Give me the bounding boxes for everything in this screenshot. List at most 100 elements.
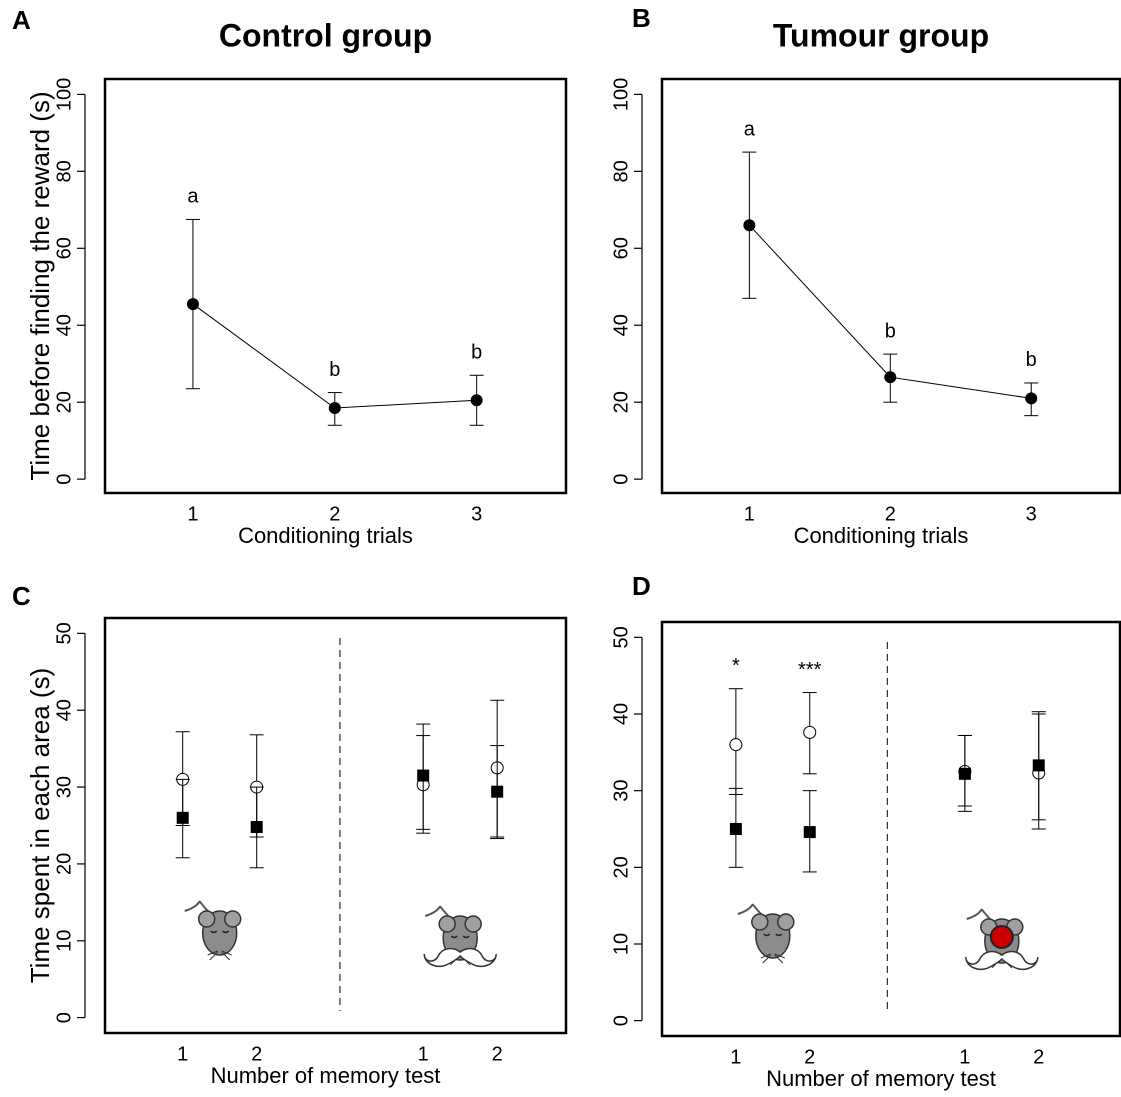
mouse-tail <box>966 908 995 924</box>
point <box>803 826 816 839</box>
y-tick-label: 20 <box>53 853 75 875</box>
mouse-tail <box>184 900 213 916</box>
point-annotation: *** <box>798 659 822 681</box>
y-axis-label: Time before finding the reward (s) <box>25 91 55 480</box>
y-tick-label: 40 <box>610 314 632 336</box>
x-tick-label: 1 <box>418 1043 429 1065</box>
point <box>250 821 263 834</box>
point <box>958 767 971 780</box>
y-tick-label: 60 <box>610 237 632 259</box>
point-annotation: b <box>329 359 340 381</box>
y-tick-label: 40 <box>610 703 632 725</box>
mouse-eyes <box>450 935 470 939</box>
mouse-mustache <box>965 950 1039 971</box>
point <box>470 394 483 407</box>
x-axis-label: Conditioning trials <box>794 523 969 548</box>
y-tick-label: 50 <box>53 622 75 644</box>
mouse-ear <box>777 913 795 931</box>
point-annotation: * <box>732 655 740 677</box>
panel-label: C <box>12 581 31 611</box>
y-tick-label: 100 <box>53 78 75 111</box>
point <box>729 738 743 752</box>
y-tick-label: 10 <box>53 930 75 952</box>
x-tick-label: 2 <box>492 1043 503 1065</box>
point <box>417 769 430 782</box>
panel-label: B <box>632 3 651 33</box>
mouse-whiskers <box>760 953 785 964</box>
x-tick-label: 2 <box>1033 1046 1044 1068</box>
y-tick-label: 80 <box>53 160 75 182</box>
plot-frame <box>103 77 568 495</box>
y-tick-label: 0 <box>610 474 632 485</box>
point <box>491 785 504 798</box>
y-tick-label: 30 <box>610 780 632 802</box>
y-tick-label: 100 <box>610 78 632 111</box>
y-tick-label: 20 <box>610 856 632 878</box>
x-tick-label: 2 <box>251 1043 262 1065</box>
point <box>328 401 341 414</box>
mouse-icon <box>965 908 1039 971</box>
point-annotation: a <box>744 118 756 140</box>
mouse-mustache <box>423 947 497 968</box>
panel-label: D <box>632 571 651 601</box>
point <box>884 371 897 384</box>
y-tick-label: 0 <box>610 1015 632 1026</box>
y-tick-label: 40 <box>53 699 75 721</box>
point-annotation: b <box>1026 349 1037 371</box>
y-tick-label: 10 <box>610 933 632 955</box>
point-annotation: b <box>471 342 482 364</box>
x-tick-label: 2 <box>804 1046 815 1068</box>
y-axis-label: Time spent in each area (s) <box>25 668 55 984</box>
mouse-eyes <box>763 933 783 937</box>
x-tick-label: 1 <box>730 1046 741 1068</box>
y-tick-label: 50 <box>610 626 632 648</box>
x-axis-label: Conditioning trials <box>238 523 413 548</box>
y-tick-label: 0 <box>53 1012 75 1023</box>
point <box>1032 759 1045 772</box>
tumour <box>989 925 1014 949</box>
point <box>1025 392 1038 405</box>
x-tick-label: 1 <box>959 1046 970 1068</box>
point <box>176 811 189 824</box>
mouse-ear <box>751 913 769 931</box>
point <box>186 298 199 311</box>
plot-frame <box>660 77 1121 495</box>
chart-title: Tumour group <box>773 17 989 53</box>
mouse-whiskers <box>207 950 232 961</box>
mouse-tail <box>737 903 766 919</box>
x-tick-label: 3 <box>1026 503 1037 525</box>
point-annotation: b <box>885 320 896 342</box>
x-tick-label: 1 <box>177 1043 188 1065</box>
x-tick-label: 2 <box>329 503 340 525</box>
plot-frame <box>660 620 1121 1038</box>
panel-label: A <box>12 5 31 35</box>
mouse-tail <box>424 905 453 921</box>
y-tick-label: 40 <box>53 314 75 336</box>
point <box>729 823 742 835</box>
y-tick-label: 30 <box>53 776 75 798</box>
mouse-icon <box>184 900 242 961</box>
y-tick-label: 80 <box>610 160 632 182</box>
y-tick-label: 0 <box>53 474 75 485</box>
x-axis-label: Number of memory test <box>211 1063 441 1088</box>
point <box>743 219 756 232</box>
mouse-ear <box>464 915 482 933</box>
x-tick-label: 2 <box>885 503 896 525</box>
point-annotation: a <box>187 186 199 208</box>
y-tick-label: 20 <box>53 391 75 413</box>
mouse-ear <box>197 910 216 928</box>
chart-title: Control group <box>219 17 432 53</box>
mouse-eyes <box>210 930 230 934</box>
x-tick-label: 1 <box>187 503 198 525</box>
plot-frame <box>103 616 568 1035</box>
y-tick-label: 20 <box>610 391 632 413</box>
point <box>803 725 817 739</box>
mouse-icon <box>423 905 497 968</box>
mouse-ear <box>438 915 456 933</box>
mouse-icon <box>737 903 795 964</box>
y-tick-label: 60 <box>53 237 75 259</box>
x-axis-label: Number of memory test <box>766 1066 996 1091</box>
mouse-ear <box>223 910 242 928</box>
